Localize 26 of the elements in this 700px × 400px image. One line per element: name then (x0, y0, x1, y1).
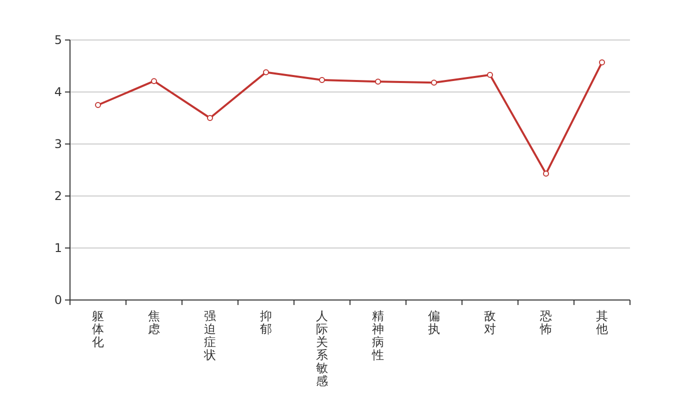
y-tick-label: 0 (54, 293, 62, 307)
y-tick-label: 3 (54, 137, 62, 151)
x-tick-label: 恐怖 (539, 309, 552, 336)
x-tick-label: 偏执 (428, 309, 440, 336)
point (599, 59, 605, 66)
point (487, 72, 493, 78)
x-tick-label: 抑郁 (260, 309, 272, 336)
x-tick-label: 强迫症状 (203, 309, 216, 362)
y-tick-label: 5 (54, 33, 62, 47)
y-tick-label: 1 (54, 241, 62, 255)
point (543, 170, 549, 177)
point (375, 78, 381, 85)
point (431, 80, 437, 86)
point (95, 102, 101, 108)
x-tick-label: 躯体化 (92, 309, 104, 349)
point (319, 77, 325, 84)
x-tick-label: 人际关系敏感 (316, 309, 328, 388)
point (207, 115, 213, 121)
x-tick-label: 焦虑 (148, 309, 160, 336)
point (263, 69, 269, 76)
point (151, 78, 157, 84)
x-tick-label: 其他 (596, 309, 608, 336)
y-tick-label: 2 (54, 189, 62, 203)
x-tick-label: 精神病性 (371, 309, 384, 362)
x-tick-label: 敌对 (484, 309, 496, 336)
y-tick-label: 4 (54, 85, 62, 99)
